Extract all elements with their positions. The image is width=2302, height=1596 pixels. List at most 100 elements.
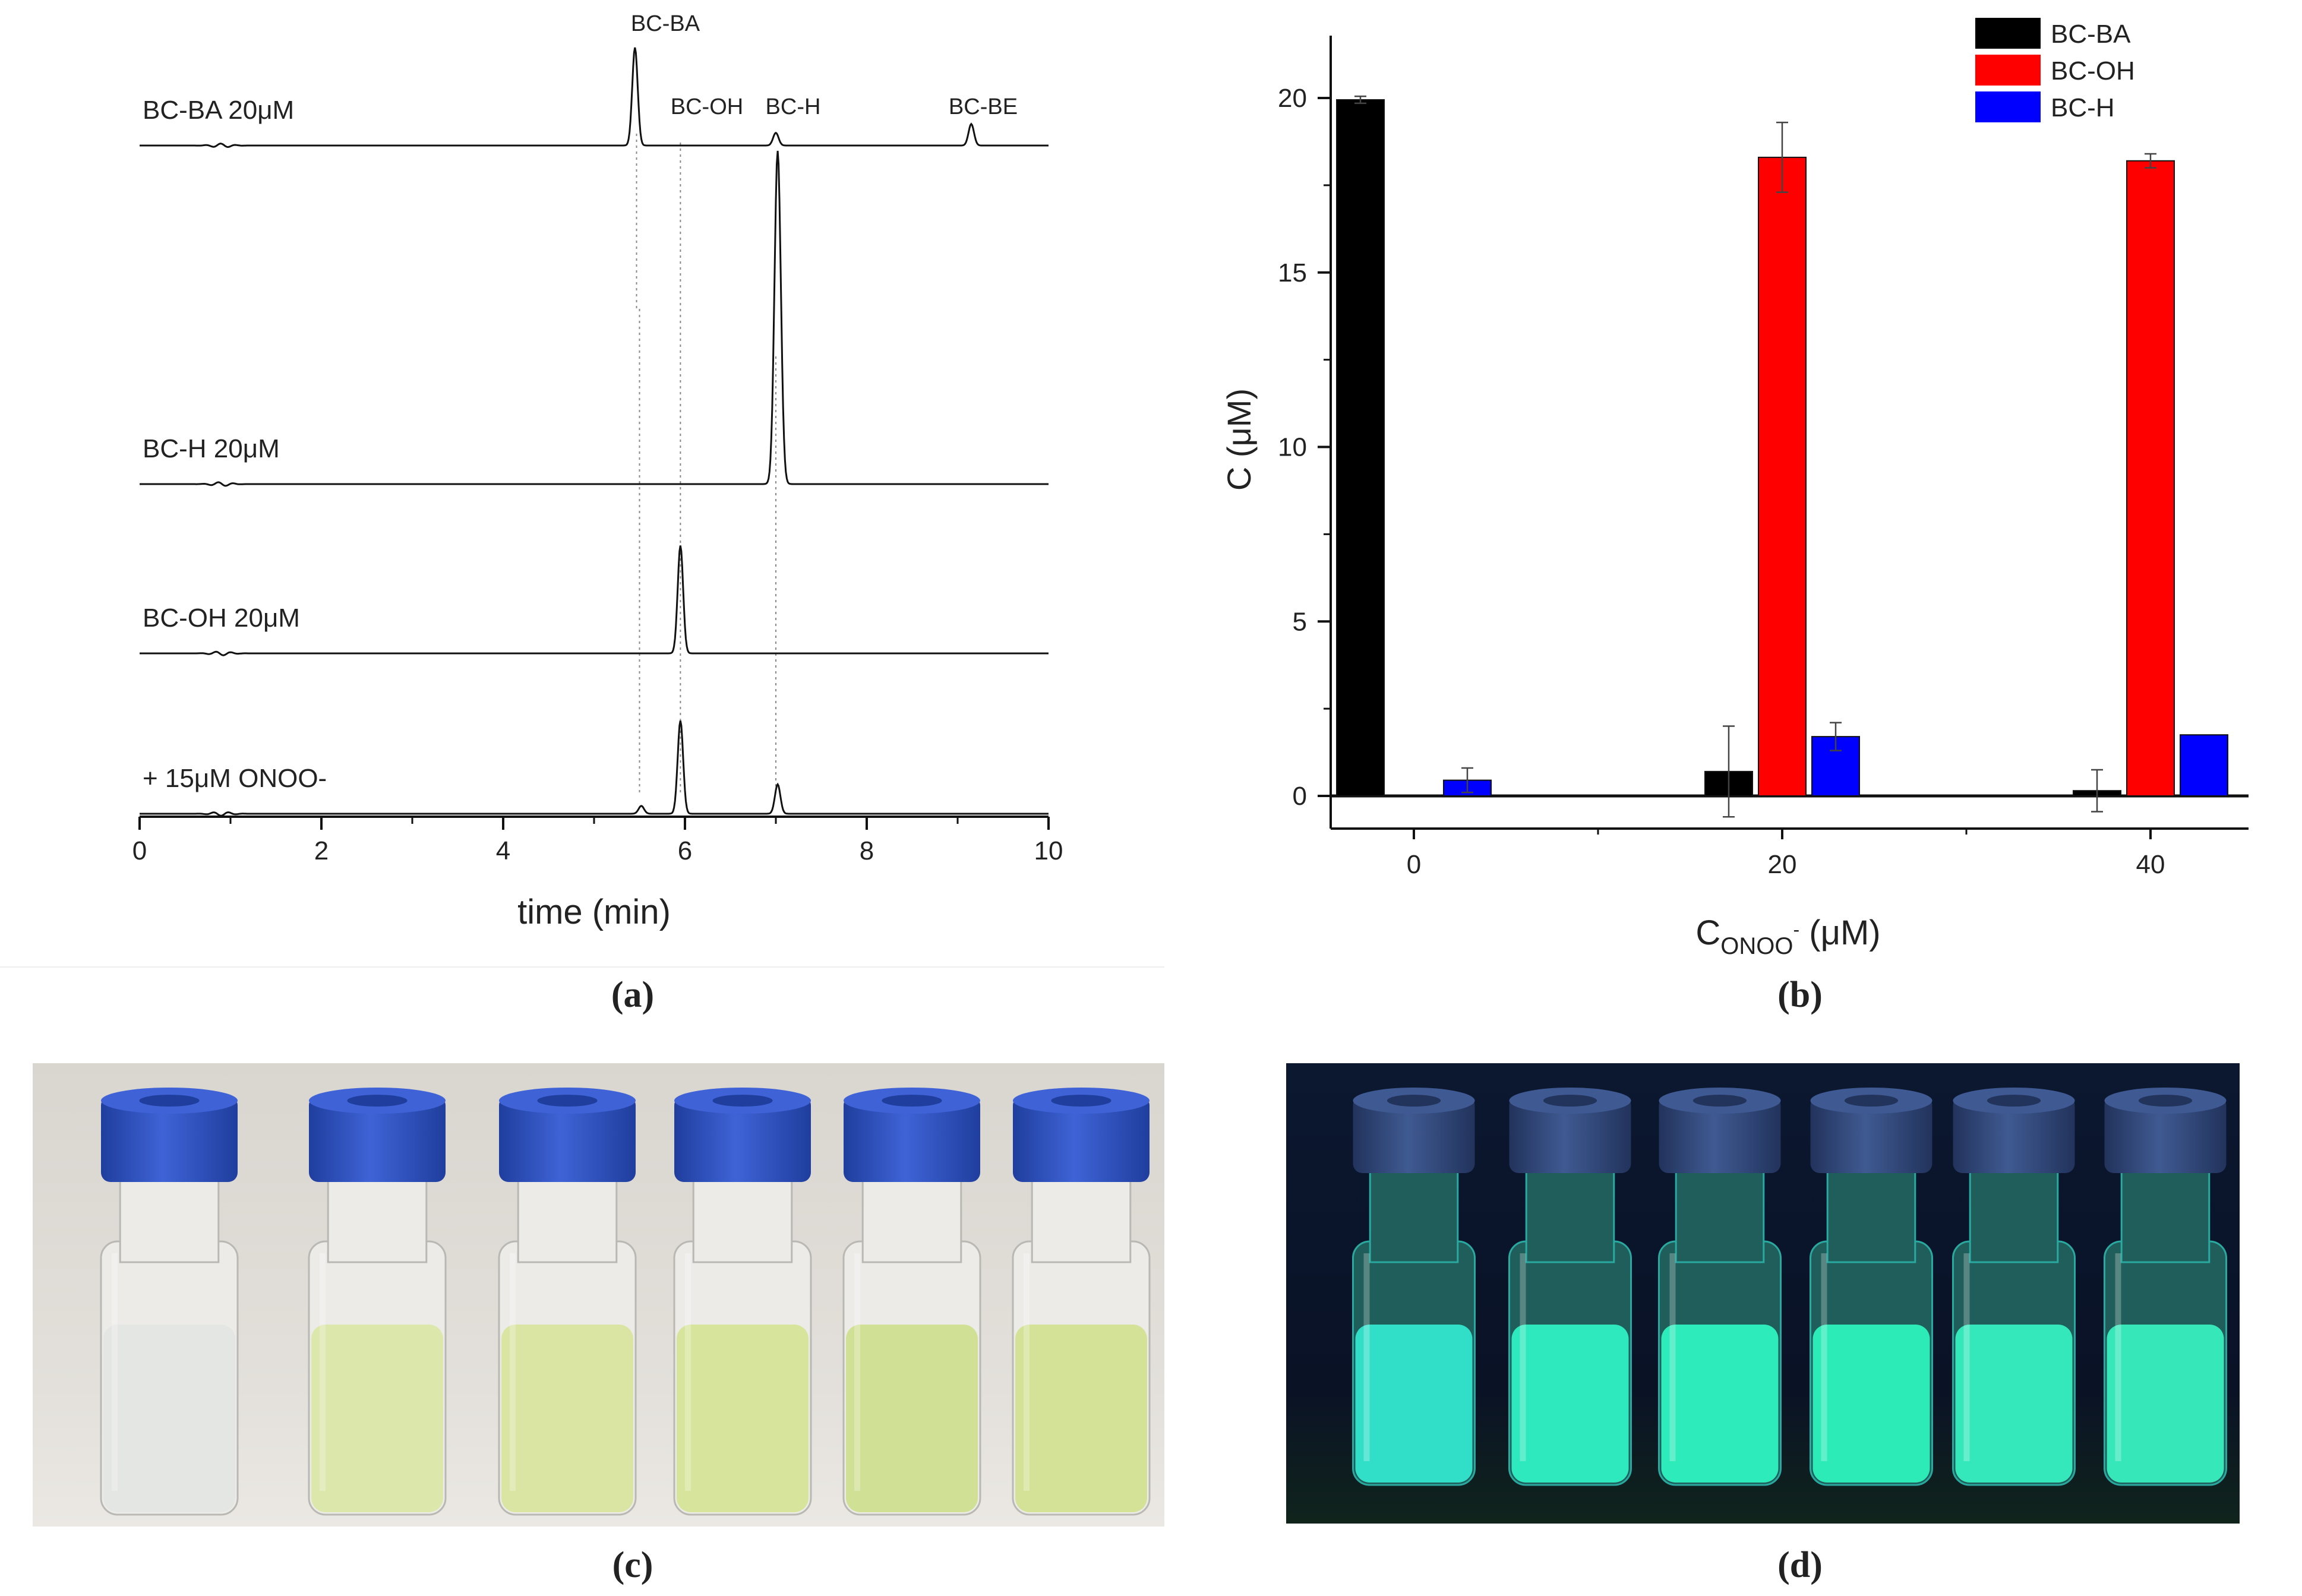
vial-6 (2104, 1088, 2227, 1486)
legend-swatch-bc-h (1975, 91, 2041, 122)
vial-2 (1508, 1088, 1632, 1486)
vial-cap-hole (1844, 1095, 1899, 1107)
vial-cap-hole (1692, 1095, 1747, 1107)
legend-swatch-bc-oh (1975, 55, 2041, 86)
trace-label-bc-ba-20-m: BC-BA 20μM (143, 96, 294, 125)
vial-highlight (1963, 1253, 1970, 1461)
x-tick-label: 4 (496, 836, 510, 865)
y-tick-label: 0 (1293, 782, 1307, 811)
vial-cap (1659, 1096, 1781, 1173)
x-tick-label: 10 (1034, 836, 1063, 865)
y-axis-title: C (μM) (1220, 388, 1258, 491)
vial-1 (1352, 1088, 1476, 1486)
vial-liquid (1511, 1325, 1629, 1483)
caption-d: (d) (1777, 1545, 1823, 1585)
vial-highlight (1520, 1253, 1526, 1461)
vial-neck (2120, 1169, 2211, 1263)
vial-cap-hole (1987, 1095, 2041, 1107)
vial-highlight (1821, 1253, 1827, 1461)
vial-liquid (1015, 1325, 1147, 1512)
trace-label-15-m-onoo: + 15μM ONOO- (143, 764, 327, 793)
legend-label-bc-oh: BC-OH (2051, 56, 2135, 86)
x-tick-label: 6 (678, 836, 692, 865)
vial-2 (308, 1088, 447, 1516)
vial-5 (1952, 1088, 2076, 1486)
vial-cap-hole (1387, 1095, 1441, 1107)
vial-cap (1013, 1096, 1150, 1182)
vial-highlight (320, 1253, 326, 1491)
y-tick-label: 15 (1278, 258, 1307, 287)
vial-cap-hole (1051, 1095, 1111, 1107)
vial-6 (1012, 1088, 1151, 1516)
vial-cap (674, 1096, 811, 1182)
vial-liquid (311, 1325, 443, 1512)
vial-cap (1353, 1096, 1475, 1173)
vial-highlight (2115, 1253, 2121, 1461)
peak-label-bc-oh: BC-OH (671, 94, 743, 119)
y-tick-label: 10 (1278, 433, 1307, 462)
vial-neck (1031, 1178, 1132, 1263)
vial-photo-daylight (33, 1063, 1164, 1527)
x-tick-label: 0 (1407, 850, 1421, 879)
x-tick-label: 40 (2136, 850, 2165, 879)
bar-bc-ba-0 (1336, 99, 1385, 797)
x-tick-label: 0 (132, 836, 147, 865)
vial-5 (842, 1088, 981, 1516)
vial-neck (1369, 1169, 1459, 1263)
vial-liquid (103, 1325, 235, 1512)
x-tick-label: 2 (314, 836, 329, 865)
vial-cap (499, 1096, 636, 1182)
vial-neck (1969, 1169, 2059, 1263)
chromatogram-chart: BC-BA 20μM BC-H 20μM BC-OH 20μM + 15μM ONOO… (0, 11, 1164, 968)
bar-bc-oh-40 (2126, 160, 2175, 797)
y-tick-label: 5 (1293, 607, 1307, 636)
vial-neck (517, 1178, 618, 1263)
vial-cap (2104, 1096, 2227, 1173)
vial-liquid (1812, 1325, 1930, 1483)
vial-neck (692, 1178, 793, 1263)
chromatogram-panel: BC-BA 20μM BC-H 20μM BC-OH 20μM + 15μM ONOO… (0, 0, 1164, 968)
vial-cap-hole (347, 1095, 408, 1107)
vial-neck (1675, 1169, 1765, 1263)
bar-bc-h-40 (2180, 734, 2228, 797)
vial-highlight (1363, 1253, 1370, 1461)
x-axis-title: time (min) (517, 893, 671, 931)
vial-cap-hole (712, 1095, 773, 1107)
vial-3 (498, 1088, 637, 1516)
vial-3 (1658, 1088, 1782, 1486)
caption-b: (b) (1777, 975, 1823, 1015)
vial-liquid (2107, 1325, 2224, 1483)
legend-label-bc-h: BC-H (2051, 93, 2115, 122)
vial-cap-hole (882, 1095, 942, 1107)
trace-line-bc-oh-20-m (140, 545, 1049, 656)
vial-4 (1810, 1088, 1933, 1486)
vial-highlight (1024, 1253, 1030, 1491)
vial-liquid (501, 1325, 633, 1512)
vial-neck (119, 1178, 220, 1263)
vial-4 (673, 1088, 812, 1516)
legend-swatch-bc-ba (1975, 18, 2041, 49)
vial-highlight (510, 1253, 516, 1491)
vial-highlight (1669, 1253, 1676, 1461)
trace-label-bc-oh-20-m: BC-OH 20μM (143, 603, 300, 633)
bar-bc-oh-20 (1758, 156, 1807, 797)
vial-liquid (1955, 1325, 2073, 1483)
x-tick-label: 20 (1768, 850, 1797, 879)
vial-photo-daylight-image (33, 1063, 1164, 1527)
caption-a: (a) (611, 975, 655, 1015)
x-axis-title: CONOO- (μM) (1695, 914, 1880, 959)
peak-label-bc-ba: BC-BA (631, 11, 700, 36)
x-tick-label: 8 (860, 836, 874, 865)
vial-cap (101, 1096, 238, 1182)
vial-photo-uv (1286, 1063, 2240, 1524)
vial-neck (861, 1178, 962, 1263)
y-tick-label: 20 (1278, 84, 1307, 113)
trace-line-bc-h-20-m (140, 150, 1049, 487)
vial-highlight (112, 1253, 118, 1491)
legend-label-bc-ba: BC-BA (2051, 20, 2131, 49)
trace-line-bc-ba-20-m (140, 47, 1049, 148)
vial-cap-hole (537, 1095, 598, 1107)
vial-photo-uv-image (1286, 1063, 2240, 1524)
vial-liquid (1355, 1325, 1473, 1483)
peak-label-bc-h: BC-H (766, 94, 821, 119)
